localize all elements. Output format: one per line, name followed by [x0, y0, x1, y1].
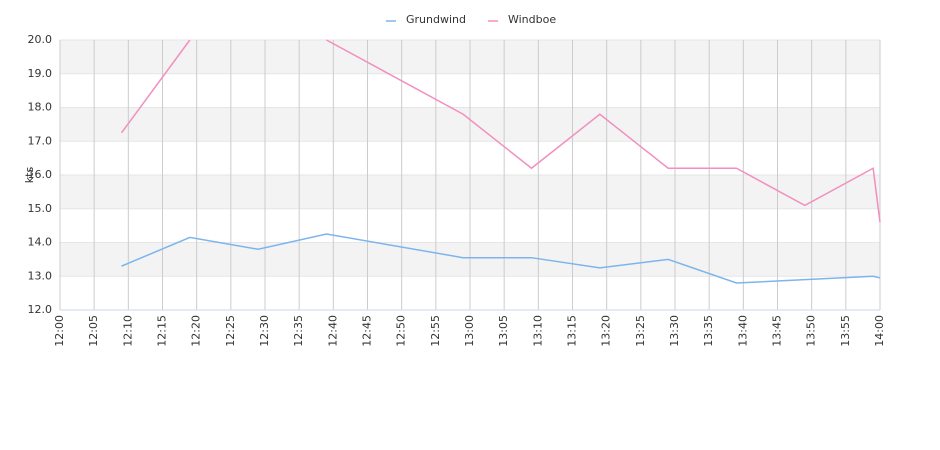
x-tick-label: 12:40 [326, 315, 339, 347]
x-tick-label: 12:05 [87, 315, 100, 347]
x-tick-label: 13:15 [566, 315, 579, 347]
x-tick-label: 13:45 [771, 315, 784, 347]
x-tick-label: 12:15 [156, 315, 169, 347]
x-tick-label: 13:50 [805, 315, 818, 347]
x-tick-label: 13:05 [497, 315, 510, 347]
x-tick-label: 14:00 [873, 315, 886, 347]
x-tick-label: 12:55 [429, 315, 442, 347]
y-tick-label: 18.0 [28, 101, 53, 114]
y-tick-label: 16.0 [28, 168, 53, 181]
line-series [121, 233, 881, 284]
x-tick-label: 12:10 [121, 315, 134, 347]
x-tick-label: 13:10 [531, 315, 544, 347]
x-tick-label: 13:20 [600, 315, 613, 347]
x-tick-label: 12:35 [292, 315, 305, 347]
x-tick-label: 12:25 [224, 315, 237, 347]
x-tick-label: 12:45 [361, 315, 374, 347]
y-tick-label: 15.0 [28, 202, 53, 215]
x-tick-label: 13:55 [839, 315, 852, 347]
x-tick-label: 12:50 [395, 315, 408, 347]
y-axis-label: kts [23, 167, 36, 184]
x-tick-label: 12:30 [258, 315, 271, 347]
legend-label: Windboe [508, 13, 556, 26]
legend-label: Grundwind [406, 13, 466, 26]
x-tick-label: 12:00 [53, 315, 66, 347]
x-tick-label: 13:25 [634, 315, 647, 347]
y-tick-label: 17.0 [28, 134, 53, 147]
y-tick-label: 20.0 [28, 33, 53, 46]
x-tick-label: 12:20 [190, 315, 203, 347]
x-tick-label: 13:35 [702, 315, 715, 347]
x-tick-label: 13:00 [463, 315, 476, 347]
line-series [120, 39, 881, 223]
y-tick-label: 19.0 [28, 67, 53, 80]
y-tick-label: 14.0 [28, 236, 53, 249]
y-tick-label: 12.0 [28, 303, 53, 316]
y-tick-label: 13.0 [28, 269, 53, 282]
x-tick-label: 13:30 [668, 315, 681, 347]
x-tick-label: 13:40 [736, 315, 749, 347]
